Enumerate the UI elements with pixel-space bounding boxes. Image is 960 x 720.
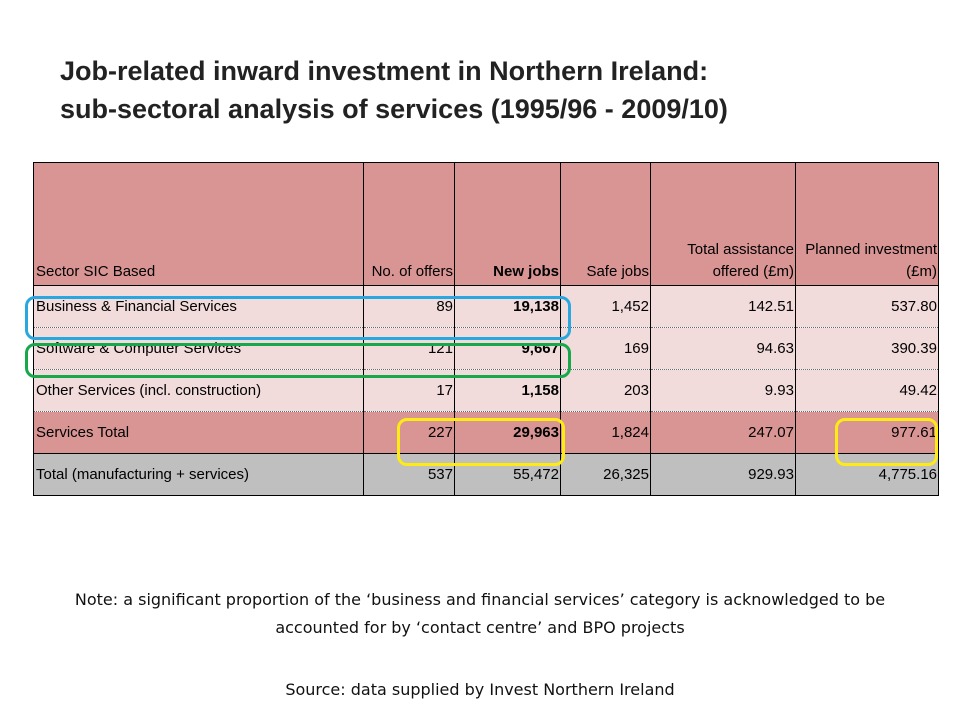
header-safe-jobs: Safe jobs <box>560 162 651 286</box>
cell-offers: 121 <box>363 327 455 370</box>
cell-total-assistance: 9.93 <box>650 369 796 412</box>
cell-safe-jobs: 169 <box>560 327 651 370</box>
cell-new-jobs: 1,158 <box>454 369 561 412</box>
cell-offers: 227 <box>363 411 455 454</box>
cell-total-assistance: 247.07 <box>650 411 796 454</box>
cell-planned-investment: 537.80 <box>795 285 939 328</box>
cell-sector: Software & Computer Services <box>33 327 364 370</box>
cell-planned-investment: 390.39 <box>795 327 939 370</box>
header-offers: No. of offers <box>363 162 455 286</box>
cell-safe-jobs: 1,452 <box>560 285 651 328</box>
cell-new-jobs: 19,138 <box>454 285 561 328</box>
source-note: Source: data supplied by Invest Northern… <box>285 680 675 699</box>
footnote: Note: a significant proportion of the ‘b… <box>74 590 886 637</box>
cell-total-assistance: 94.63 <box>650 327 796 370</box>
cell-offers: 89 <box>363 285 455 328</box>
grand-total-row: Total (manufacturing + services) 537 55,… <box>33 453 939 496</box>
services-total-row: Services Total 227 29,963 1,824 247.07 9… <box>33 411 939 454</box>
title-line-1: Job-related inward investment in Norther… <box>60 56 709 86</box>
cell-sector: Other Services (incl. construction) <box>33 369 364 412</box>
table-row: Other Services (incl. construction) 17 1… <box>33 369 939 412</box>
cell-sector: Services Total <box>33 411 364 454</box>
cell-new-jobs: 29,963 <box>454 411 561 454</box>
header-sector: Sector SIC Based <box>33 162 364 286</box>
services-table: Sector SIC Based No. of offers New jobs … <box>33 162 939 496</box>
title-line-2: sub-sectoral analysis of services (1995/… <box>60 94 728 124</box>
cell-planned-investment: 4,775.16 <box>795 453 939 496</box>
header-total-assistance: Total assistance offered (£m) <box>650 162 796 286</box>
cell-planned-investment: 977.61 <box>795 411 939 454</box>
cell-new-jobs: 9,667 <box>454 327 561 370</box>
slide-title: Job-related inward investment in Norther… <box>60 52 940 128</box>
cell-total-assistance: 142.51 <box>650 285 796 328</box>
cell-sector: Business & Financial Services <box>33 285 364 328</box>
cell-safe-jobs: 203 <box>560 369 651 412</box>
header-new-jobs: New jobs <box>454 162 561 286</box>
cell-new-jobs: 55,472 <box>454 453 561 496</box>
cell-safe-jobs: 26,325 <box>560 453 651 496</box>
cell-safe-jobs: 1,824 <box>560 411 651 454</box>
table-row: Software & Computer Services 121 9,667 1… <box>33 327 939 370</box>
cell-offers: 537 <box>363 453 455 496</box>
cell-sector: Total (manufacturing + services) <box>33 453 364 496</box>
cell-planned-investment: 49.42 <box>795 369 939 412</box>
cell-offers: 17 <box>363 369 455 412</box>
header-planned-investment: Planned investment (£m) <box>795 162 939 286</box>
cell-total-assistance: 929.93 <box>650 453 796 496</box>
table-row: Business & Financial Services 89 19,138 … <box>33 285 939 328</box>
header-row: Sector SIC Based No. of offers New jobs … <box>33 162 939 286</box>
